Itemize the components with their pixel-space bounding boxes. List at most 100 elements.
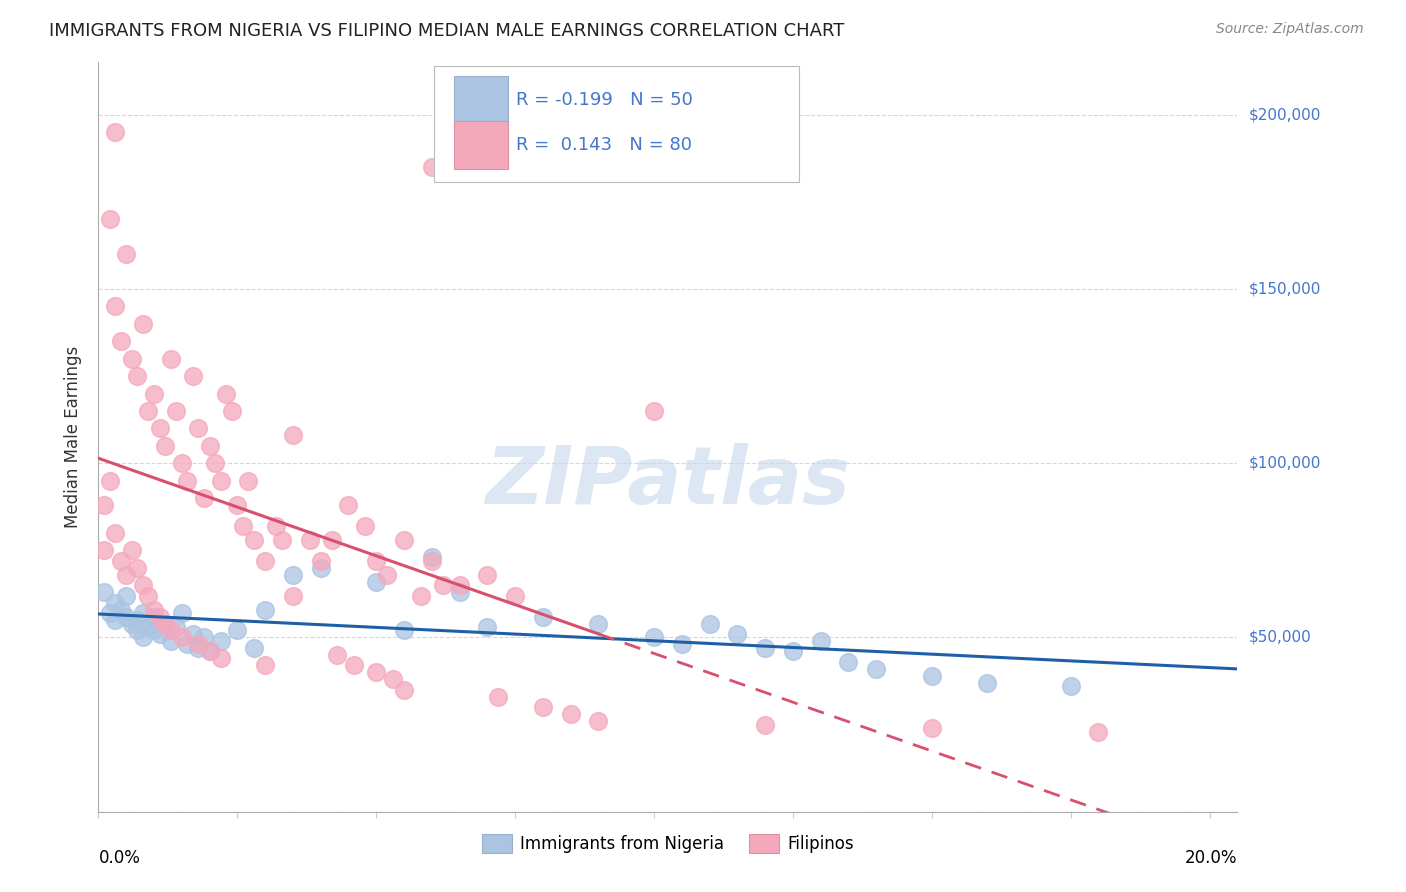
Point (226, 624, 249, 638)
Legend: Immigrants from Nigeria, Filipinos: Immigrants from Nigeria, Filipinos (475, 827, 860, 860)
Point (409, 589, 432, 603)
Point (281, 428, 304, 442)
Point (127, 624, 149, 638)
Point (98, 606, 121, 620)
Point (281, 589, 304, 603)
Point (153, 439, 176, 453)
Text: $200,000: $200,000 (1249, 107, 1320, 122)
Point (104, 299, 127, 313)
Point (1087, 724, 1109, 739)
Point (420, 554, 443, 568)
Point (110, 554, 132, 568)
Point (643, 404, 665, 418)
Text: R = -0.199   N = 50: R = -0.199 N = 50 (516, 91, 693, 109)
Point (132, 606, 155, 620)
Text: $100,000: $100,000 (1249, 456, 1320, 471)
Point (381, 673, 404, 687)
Point (132, 317, 155, 331)
Point (181, 627, 204, 641)
Point (531, 609, 554, 624)
Point (127, 369, 149, 384)
Text: 0.0%: 0.0% (98, 849, 141, 867)
Point (375, 567, 398, 582)
Point (198, 644, 221, 658)
Point (782, 644, 804, 658)
Point (204, 456, 226, 470)
Point (366, 554, 388, 568)
Text: $150,000: $150,000 (1249, 282, 1320, 296)
Point (98, 212, 121, 227)
Point (159, 351, 181, 366)
Point (127, 561, 149, 575)
Point (138, 620, 160, 634)
Point (281, 567, 304, 582)
Point (837, 655, 859, 669)
Point (121, 543, 143, 558)
FancyBboxPatch shape (454, 76, 509, 124)
Point (159, 634, 181, 648)
Point (132, 631, 155, 645)
Point (93, 498, 115, 512)
Point (432, 578, 454, 592)
Point (110, 334, 132, 349)
Point (392, 682, 415, 697)
Point (170, 456, 193, 470)
Point (127, 613, 149, 627)
Point (232, 519, 254, 533)
Point (143, 609, 166, 624)
Text: 20.0%: 20.0% (1185, 849, 1237, 867)
Point (699, 616, 721, 631)
Text: ZIPatlas: ZIPatlas (485, 443, 851, 521)
Point (104, 613, 127, 627)
FancyBboxPatch shape (454, 120, 509, 169)
Point (170, 631, 193, 645)
Point (209, 474, 232, 488)
Point (153, 616, 176, 631)
Point (187, 640, 209, 655)
Point (921, 669, 943, 683)
Point (153, 616, 176, 631)
Point (420, 550, 443, 565)
Point (449, 585, 471, 599)
FancyBboxPatch shape (434, 66, 799, 182)
Point (337, 498, 360, 512)
Point (754, 640, 776, 655)
Point (343, 658, 366, 673)
Point (209, 651, 232, 665)
Point (477, 567, 499, 582)
Point (392, 533, 415, 547)
Point (354, 519, 377, 533)
Point (143, 624, 166, 638)
Point (104, 525, 127, 540)
Point (270, 533, 292, 547)
Point (264, 519, 287, 533)
Point (143, 386, 166, 401)
Point (921, 721, 943, 735)
Point (115, 247, 138, 261)
Point (725, 627, 748, 641)
Point (754, 717, 776, 731)
Point (643, 631, 665, 645)
Point (148, 421, 170, 435)
Point (115, 609, 138, 624)
Point (138, 589, 160, 603)
Point (531, 700, 554, 714)
Point (121, 616, 143, 631)
Point (503, 589, 526, 603)
Point (392, 624, 415, 638)
Point (170, 606, 193, 620)
Point (243, 533, 266, 547)
Point (115, 567, 138, 582)
Point (176, 637, 198, 651)
Point (449, 578, 471, 592)
Point (477, 620, 499, 634)
Point (238, 474, 260, 488)
Point (143, 602, 166, 616)
Point (810, 634, 832, 648)
Point (309, 561, 332, 575)
Point (865, 662, 887, 676)
Point (193, 631, 215, 645)
Point (121, 351, 143, 366)
Point (104, 125, 127, 139)
Point (159, 624, 181, 638)
